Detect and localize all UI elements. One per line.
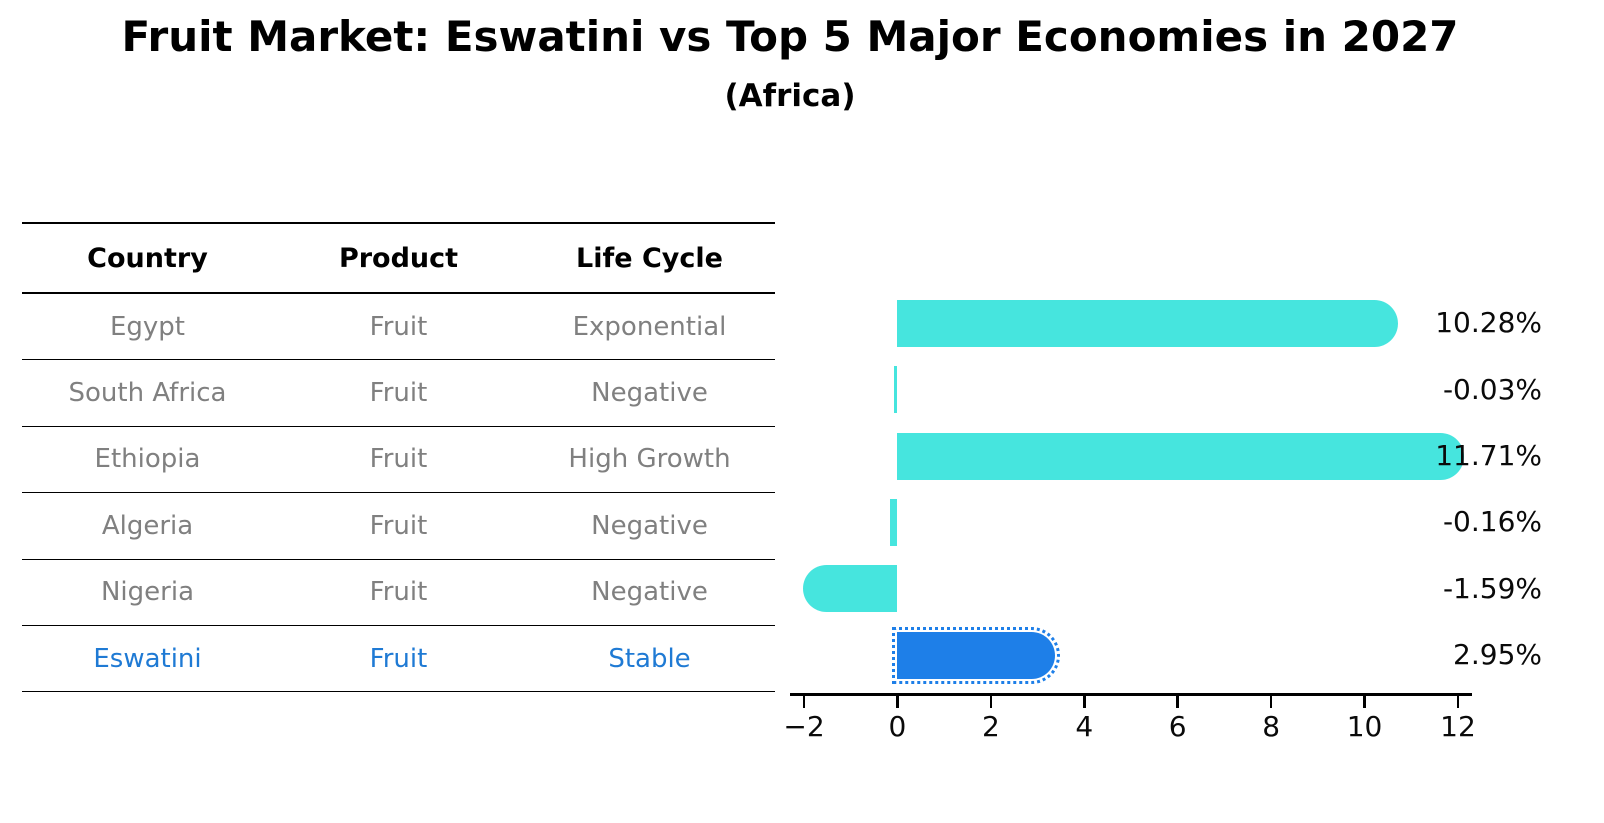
x-tick-label: 10 bbox=[1346, 710, 1383, 743]
chart-title: Fruit Market: Eswatini vs Top 5 Major Ec… bbox=[121, 12, 1459, 61]
x-tick-label: 12 bbox=[1440, 710, 1476, 743]
table-cell-life-cycle: Stable bbox=[608, 643, 691, 674]
table-header-country: Country bbox=[87, 242, 208, 274]
bar-algeria bbox=[889, 498, 898, 546]
x-tick-label: 0 bbox=[888, 710, 907, 743]
table-row: Eswatini Fruit Stable bbox=[22, 626, 775, 693]
value-label: -0.16% bbox=[1442, 505, 1542, 539]
x-tick-label: −2 bbox=[783, 710, 825, 743]
x-tick-mark bbox=[989, 696, 993, 708]
value-label: 10.28% bbox=[1435, 306, 1542, 340]
x-tick-label: 8 bbox=[1262, 710, 1281, 743]
table-cell-country: South Africa bbox=[68, 378, 227, 409]
table-header-life-cycle: Life Cycle bbox=[576, 242, 723, 274]
table-row: South Africa Fruit Negative bbox=[22, 360, 775, 427]
value-label: 2.95% bbox=[1453, 638, 1542, 672]
table-row: Ethiopia Fruit High Growth bbox=[22, 427, 775, 494]
x-tick-mark bbox=[1176, 696, 1179, 708]
value-label: -0.03% bbox=[1442, 372, 1542, 406]
x-tick-label: 2 bbox=[981, 710, 1000, 743]
table-header-product: Product bbox=[338, 242, 459, 274]
table-row: Nigeria Fruit Negative bbox=[22, 560, 775, 626]
value-label: 11.71% bbox=[1435, 439, 1542, 472]
x-tick-mark bbox=[1456, 696, 1460, 708]
table-cell-life-cycle: Negative bbox=[591, 378, 708, 409]
table-cell-country: Eswatini bbox=[93, 643, 202, 674]
x-tick-mark bbox=[1363, 696, 1366, 708]
table-cell-country: Ethiopia bbox=[94, 444, 201, 475]
table-header-row: Country Product Life Cycle bbox=[22, 222, 775, 294]
x-tick-label: 4 bbox=[1075, 710, 1094, 743]
x-tick-mark bbox=[1083, 696, 1086, 708]
table-cell-product: Fruit bbox=[369, 643, 428, 674]
table-cell-country: Algeria bbox=[101, 510, 194, 541]
table-cell-life-cycle: Negative bbox=[591, 510, 708, 541]
x-tick-mark bbox=[896, 696, 899, 708]
table-body: Egypt Fruit Exponential South Africa Fruit Ne… bbox=[22, 294, 775, 693]
bar-eswatini bbox=[892, 626, 1061, 684]
bar-egypt bbox=[897, 299, 1398, 347]
x-axis-line bbox=[790, 693, 1472, 696]
country-table: Country Product Life Cycle Egypt Fruit Exp… bbox=[22, 222, 775, 693]
table-cell-life-cycle: Exponential bbox=[572, 311, 727, 342]
bar-ethiopia bbox=[897, 432, 1465, 480]
x-tick-label: 6 bbox=[1168, 710, 1187, 743]
table-cell-life-cycle: High Growth bbox=[568, 444, 731, 475]
table-row: Algeria Fruit Negative bbox=[22, 493, 775, 560]
table-cell-product: Fruit bbox=[369, 510, 428, 541]
bar-south-africa bbox=[894, 366, 898, 414]
table-cell-product: Fruit bbox=[369, 577, 428, 608]
chart-subtitle: (Africa) bbox=[724, 78, 856, 114]
table-cell-product: Fruit bbox=[369, 378, 428, 409]
bar-nigeria bbox=[803, 565, 898, 613]
value-label: -1.59% bbox=[1442, 571, 1542, 605]
table-cell-life-cycle: Negative bbox=[591, 577, 708, 608]
table-cell-country: Nigeria bbox=[100, 577, 195, 608]
table-row: Egypt Fruit Exponential bbox=[22, 294, 775, 361]
table-cell-product: Fruit bbox=[369, 311, 428, 342]
table-cell-product: Fruit bbox=[369, 444, 428, 475]
table-cell-country: Egypt bbox=[109, 311, 186, 342]
x-tick-mark bbox=[802, 696, 806, 708]
x-tick-mark bbox=[1269, 696, 1273, 708]
